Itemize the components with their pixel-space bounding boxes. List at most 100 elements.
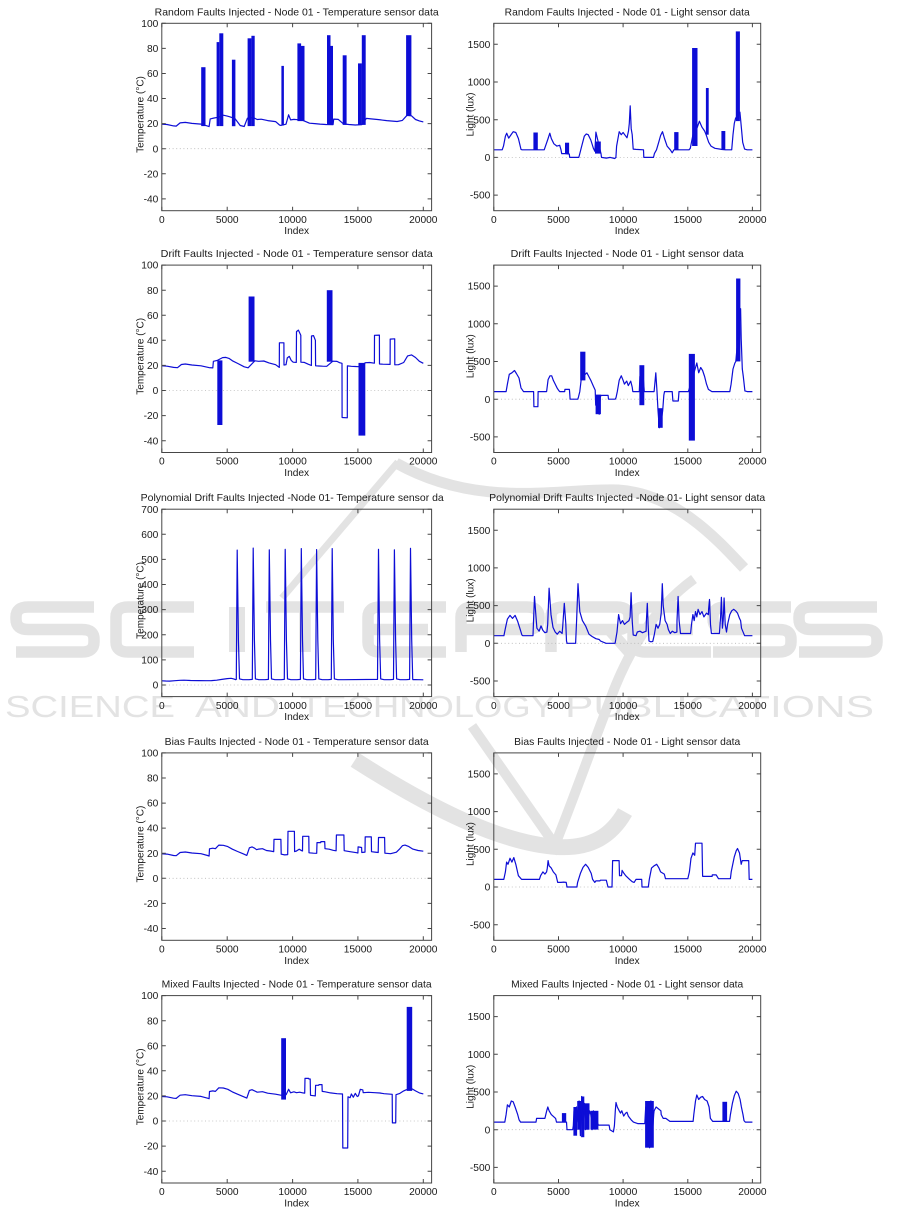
svg-text:500: 500: [473, 115, 490, 126]
svg-text:Index: Index: [615, 956, 640, 967]
svg-text:0: 0: [159, 215, 165, 226]
svg-text:1500: 1500: [468, 526, 491, 537]
svg-text:5000: 5000: [216, 701, 239, 712]
svg-text:0: 0: [159, 701, 165, 712]
svg-text:0: 0: [491, 701, 497, 712]
svg-text:100: 100: [141, 749, 158, 760]
svg-text:10000: 10000: [278, 945, 307, 956]
svg-text:Polynomial Drift Faults Inject: Polynomial Drift Faults Injected -Node 0…: [489, 493, 765, 504]
svg-text:5000: 5000: [216, 215, 239, 226]
svg-text:15000: 15000: [344, 215, 373, 226]
svg-text:10000: 10000: [609, 1187, 638, 1198]
svg-text:-40: -40: [144, 1167, 159, 1178]
svg-text:1500: 1500: [468, 40, 491, 51]
svg-text:40: 40: [147, 336, 159, 347]
svg-text:Index: Index: [615, 226, 640, 237]
svg-text:40: 40: [147, 824, 159, 835]
svg-text:Index: Index: [615, 712, 640, 723]
svg-text:-40: -40: [144, 924, 159, 935]
svg-text:100: 100: [141, 19, 158, 30]
svg-text:1000: 1000: [468, 1050, 491, 1061]
svg-text:60: 60: [147, 1041, 159, 1052]
svg-text:Index: Index: [284, 712, 309, 723]
svg-text:Index: Index: [284, 1199, 309, 1209]
svg-text:0: 0: [159, 457, 165, 468]
svg-text:1500: 1500: [468, 1012, 491, 1023]
svg-text:15000: 15000: [674, 701, 703, 712]
svg-text:-20: -20: [144, 411, 159, 422]
svg-text:15000: 15000: [674, 215, 703, 226]
svg-text:Light (lux): Light (lux): [465, 1065, 476, 1109]
svg-text:10000: 10000: [609, 215, 638, 226]
svg-text:20: 20: [147, 361, 159, 372]
svg-text:Bias Faults Injected - Node 01: Bias Faults Injected - Node 01 - Tempera…: [165, 737, 429, 748]
svg-text:0: 0: [491, 457, 497, 468]
svg-text:20: 20: [147, 849, 159, 860]
svg-text:5000: 5000: [547, 1187, 570, 1198]
svg-text:-40: -40: [144, 436, 159, 447]
svg-text:0: 0: [153, 681, 159, 692]
svg-text:10000: 10000: [609, 701, 638, 712]
svg-text:400: 400: [141, 580, 158, 591]
svg-text:0: 0: [485, 883, 491, 894]
svg-text:Mixed Faults Injected - Node 0: Mixed Faults Injected - Node 01 - Light …: [511, 980, 743, 991]
svg-text:Polynomial Drift Faults Inject: Polynomial Drift Faults Injected -Node 0…: [141, 493, 444, 504]
svg-text:0: 0: [491, 1187, 497, 1198]
svg-text:10000: 10000: [278, 457, 307, 468]
svg-text:100: 100: [141, 656, 158, 667]
svg-text:500: 500: [473, 357, 490, 368]
svg-text:20: 20: [147, 119, 159, 130]
svg-text:20000: 20000: [409, 701, 438, 712]
svg-text:0: 0: [159, 1187, 165, 1198]
svg-text:Index: Index: [615, 468, 640, 479]
svg-text:60: 60: [147, 69, 159, 80]
svg-text:Random Faults Injected - Node: Random Faults Injected - Node 01 - Tempe…: [155, 7, 439, 18]
svg-text:10000: 10000: [278, 701, 307, 712]
svg-text:20000: 20000: [738, 1187, 767, 1198]
svg-text:20000: 20000: [409, 215, 438, 226]
svg-text:Random Faults Injected - Node: Random Faults Injected - Node 01 - Light…: [505, 7, 750, 18]
svg-text:Index: Index: [615, 1199, 640, 1209]
svg-text:0: 0: [153, 386, 159, 397]
svg-text:-500: -500: [470, 433, 491, 444]
svg-text:0: 0: [159, 945, 165, 956]
svg-text:-500: -500: [470, 677, 491, 688]
svg-text:15000: 15000: [674, 1187, 703, 1198]
svg-text:10000: 10000: [278, 215, 307, 226]
svg-text:-500: -500: [470, 191, 491, 202]
svg-text:0: 0: [153, 874, 159, 885]
svg-text:Index: Index: [284, 956, 309, 967]
svg-text:20000: 20000: [738, 215, 767, 226]
svg-text:Index: Index: [284, 226, 309, 237]
svg-text:80: 80: [147, 1016, 159, 1027]
svg-text:5000: 5000: [216, 945, 239, 956]
svg-text:Bias Faults Injected - Node 01: Bias Faults Injected - Node 01 - Light s…: [514, 737, 740, 748]
svg-text:500: 500: [473, 1088, 490, 1099]
svg-text:5000: 5000: [216, 457, 239, 468]
svg-text:10000: 10000: [609, 945, 638, 956]
svg-text:1000: 1000: [468, 807, 491, 818]
svg-text:0: 0: [485, 1125, 491, 1136]
svg-text:Light (lux): Light (lux): [465, 93, 476, 137]
svg-text:10000: 10000: [278, 1187, 307, 1198]
svg-text:40: 40: [147, 1066, 159, 1077]
svg-text:Drift Faults Injected - Node 0: Drift Faults Injected - Node 01 - Temper…: [161, 249, 433, 260]
svg-text:Temperature (°C): Temperature (°C): [136, 76, 147, 153]
svg-text:500: 500: [473, 601, 490, 612]
svg-text:15000: 15000: [344, 701, 373, 712]
svg-text:-20: -20: [144, 899, 159, 910]
svg-text:0: 0: [153, 144, 159, 155]
svg-text:-500: -500: [470, 920, 491, 931]
svg-text:0: 0: [153, 1117, 159, 1128]
svg-text:TECHNOLOGY: TECHNOLOGY: [300, 689, 555, 724]
svg-text:40: 40: [147, 94, 159, 105]
svg-text:Temperature (°C): Temperature (°C): [136, 318, 147, 395]
svg-text:100: 100: [141, 261, 158, 272]
svg-text:20: 20: [147, 1092, 159, 1103]
svg-text:80: 80: [147, 44, 159, 55]
svg-text:600: 600: [141, 530, 158, 541]
svg-text:1000: 1000: [468, 564, 491, 575]
svg-text:Light (lux): Light (lux): [465, 334, 476, 378]
svg-text:20000: 20000: [409, 457, 438, 468]
svg-text:80: 80: [147, 286, 159, 297]
